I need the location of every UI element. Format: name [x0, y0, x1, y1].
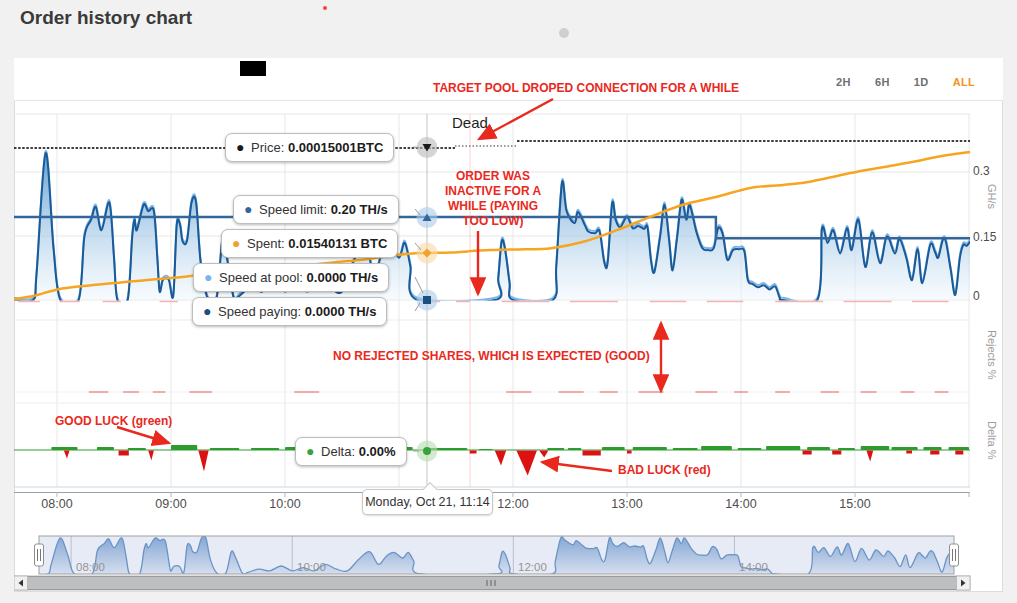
nav-label-1000: 10:00: [297, 561, 326, 573]
nav-label-0800: 08:00: [76, 561, 105, 573]
annotation-bad-luck: BAD LUCK (red): [618, 463, 711, 478]
y-axis-unit-delta: Delta %: [986, 421, 998, 460]
tooltip-speed-paying: ● Speed paying: 0.0000 TH/s: [192, 297, 387, 326]
x-label-0800: 08:00: [41, 497, 72, 511]
tooltip-speed-limit: ● Speed limit: 0.20 TH/s: [233, 195, 399, 224]
x-label-1500: 15:00: [839, 497, 870, 511]
tooltip-date: Monday, Oct 21, 11:14: [362, 489, 493, 515]
tooltip-price: ● Price: 0.00015001BTC: [225, 133, 394, 162]
annotation-good-luck: GOOD LUCK (green): [55, 414, 172, 429]
navigator-handle[interactable]: [35, 544, 44, 566]
annotation-no-rejects: NO REJECTED SHARES, WHICH IS EXPECTED (G…: [333, 349, 650, 364]
gray-dot: [559, 28, 569, 38]
x-label-1000: 10:00: [269, 497, 300, 511]
tooltip-spent: ● Spent: 0.01540131 BTC: [221, 229, 398, 258]
annotation-target-pool: TARGET POOL DROPED CONNECTION FOR A WHIL…: [433, 81, 739, 96]
chart-plot: [14, 58, 1003, 592]
y-label-03: 0.3: [973, 164, 990, 178]
x-label-0900: 09:00: [155, 497, 186, 511]
delta-bullet: ●: [306, 443, 314, 459]
speed-at-pool-bullet: ●: [204, 269, 212, 285]
page-title: Order history chart: [20, 7, 192, 29]
nav-label-1400: 14:00: [739, 561, 768, 573]
red-dot: [323, 6, 327, 10]
y-axis-unit-ghs: GH/s: [986, 184, 998, 209]
spent-bullet: ●: [232, 235, 240, 251]
speed-limit-bullet: ●: [244, 201, 252, 217]
y-axis-unit-rejects: Rejects %: [986, 330, 998, 380]
tooltip-delta: ● Delta: 0.00%: [295, 437, 407, 466]
y-label-015: 0.15: [973, 230, 996, 244]
nav-label-1200: 12:00: [518, 561, 547, 573]
annotation-order-inactive: ORDER WASINACTIVE FOR AWHILE (PAYINGTOO …: [431, 169, 555, 229]
dead-label: Dead: [452, 114, 488, 131]
x-label-1200: 12:00: [497, 497, 528, 511]
tooltip-speed-at-pool: ● Speed at pool: 0.0000 TH/s: [193, 263, 389, 292]
navigator-handle[interactable]: [950, 544, 959, 566]
x-label-1400: 14:00: [725, 497, 756, 511]
price-bullet: ●: [236, 139, 244, 155]
x-label-1300: 13:00: [611, 497, 642, 511]
scrollbar-thumb[interactable]: [28, 577, 957, 590]
y-label-0: 0: [973, 289, 980, 303]
speed-paying-bullet: ●: [203, 303, 211, 319]
